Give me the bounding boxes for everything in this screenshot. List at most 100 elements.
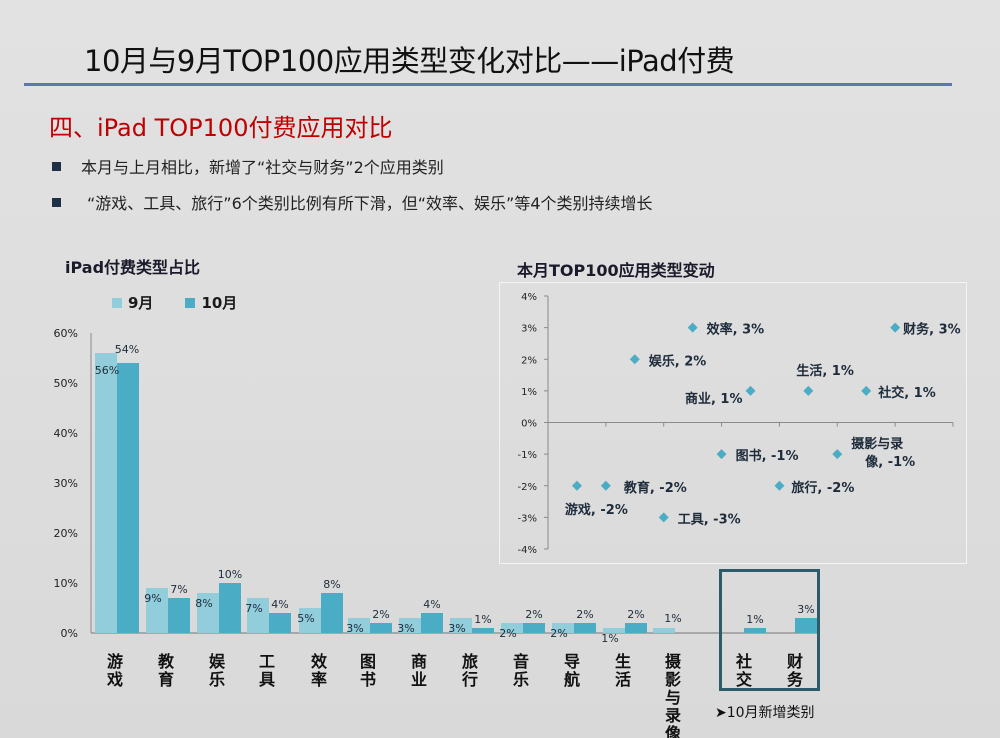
scatter-point-marker — [687, 322, 698, 333]
category-label: 乐 — [513, 670, 529, 689]
bar-sep — [603, 628, 625, 633]
category-label: 社 — [735, 652, 752, 671]
bar-label-oct: 2% — [627, 608, 644, 621]
category-label: 航 — [564, 670, 580, 689]
scatter-point-label: 游戏, -2% — [565, 502, 628, 518]
category-label: 行 — [461, 670, 478, 689]
bar-label-oct: 3% — [797, 603, 814, 616]
bar-label-oct: 1% — [746, 613, 763, 626]
scatter-point-label: 娱乐, 2% — [649, 353, 707, 369]
bar-sep — [95, 353, 117, 633]
bar-oct — [523, 623, 545, 633]
bar-oct — [117, 363, 139, 633]
new-categories-box — [719, 569, 820, 691]
bar-sep — [552, 623, 574, 633]
bullet-text: 本月与上月相比，新增了“社交与财务”2个应用类别 — [81, 158, 444, 177]
legend-item-oct: 10月 — [185, 292, 237, 313]
scatter-point-marker — [571, 480, 582, 491]
bar-label-sep: 56% — [95, 364, 119, 377]
category-label: 业 — [411, 670, 427, 689]
category-label: 图 — [360, 652, 376, 671]
bar-label-sep: 5% — [297, 612, 314, 625]
page-title: 10月与9月TOP100应用类型变化对比——iPad付费 — [84, 44, 735, 78]
scatter-point-marker — [658, 512, 669, 523]
legend-label-sep: 9月 — [128, 294, 154, 312]
bar-label-oct: 2% — [372, 608, 389, 621]
bar-sep — [653, 628, 675, 633]
bar-oct — [472, 628, 494, 633]
legend-item-sep: 9月 — [112, 292, 153, 313]
scatter-y-tick-label: 4% — [521, 292, 537, 303]
bar-label-sep: 1% — [601, 632, 618, 645]
scatter-point-label: 社交, 1% — [877, 385, 936, 401]
scatter-point-marker — [774, 480, 785, 491]
bar-sep — [146, 588, 168, 633]
scatter-point-label: 工具, -3% — [678, 512, 741, 527]
y-tick-label: 30% — [54, 477, 78, 490]
square-bullet-icon — [52, 161, 61, 171]
bar-oct — [168, 598, 190, 633]
category-label: 生 — [615, 652, 631, 671]
category-label: 录 — [665, 706, 681, 725]
scatter-point-marker — [745, 385, 756, 396]
bar-sep — [501, 623, 523, 633]
scatter-point-marker — [629, 354, 640, 365]
section-title: 四、iPad TOP100付费应用对比 — [49, 114, 393, 142]
scatter-point-marker — [600, 480, 611, 491]
scatter-y-tick-label: -3% — [518, 513, 537, 524]
category-label: 率 — [311, 670, 327, 689]
category-label: 商 — [411, 652, 427, 671]
legend-swatch-sep — [112, 297, 122, 308]
scatter-point-marker — [890, 322, 901, 333]
bar-oct — [321, 593, 343, 633]
bullet-text: “游戏、工具、旅行”6个类别比例有所下滑，但“效率、娱乐”等4个类别持续增长 — [87, 194, 653, 213]
category-label: 财 — [786, 652, 803, 671]
bar-label-oct: 54% — [115, 343, 139, 356]
bar-label-sep: 3% — [346, 622, 363, 635]
bar-sep — [450, 618, 472, 633]
category-label: 教 — [158, 652, 175, 671]
label-line: 像, -1% — [865, 454, 915, 470]
bar-label-oct: 4% — [423, 598, 440, 611]
bar-label-oct: 4% — [271, 598, 288, 611]
scatter-point-marker — [716, 449, 727, 460]
category-label: 与 — [665, 688, 681, 707]
scatter-y-tick-label: -1% — [518, 450, 537, 461]
legend-swatch-oct — [185, 297, 196, 308]
legend-label-oct: 10月 — [201, 294, 238, 312]
bar-label-oct: 7% — [170, 583, 187, 596]
scatter-y-tick-label: -2% — [518, 482, 537, 493]
bar-label-sep: 2% — [499, 627, 516, 640]
bullet-item: “游戏、工具、旅行”6个类别比例有所下滑，但“效率、娱乐”等4个类别持续增长 — [52, 190, 653, 214]
category-label: 导 — [564, 652, 580, 671]
scatter-point-marker — [832, 449, 843, 460]
scatter-point-marker — [803, 385, 814, 396]
scatter-chart-title: 本月TOP100应用类型变动 — [517, 261, 715, 280]
bar-label-sep: 2% — [550, 627, 567, 640]
bar-label-sep: 1% — [664, 612, 681, 625]
bar-label-sep: 3% — [397, 622, 414, 635]
bar-sep — [348, 618, 370, 633]
category-label: 工 — [259, 652, 275, 671]
category-label: 具 — [259, 670, 275, 689]
category-label: 游 — [107, 652, 123, 671]
bar-label-sep: 8% — [195, 597, 212, 610]
y-tick-label: 60% — [54, 327, 78, 340]
category-label: 活 — [615, 670, 631, 689]
scatter-point-label: 商业, 1% — [685, 391, 743, 407]
category-label: 务 — [787, 670, 804, 689]
bar-label-oct: 10% — [218, 568, 242, 581]
bar-oct — [744, 628, 766, 633]
bar-label-sep: 7% — [245, 602, 262, 615]
new-categories-note: ➤10月新增类别 — [715, 705, 815, 721]
bar-label-sep: 3% — [448, 622, 465, 635]
scatter-point-label: 财务, 3% — [903, 322, 961, 338]
category-label: 影 — [665, 670, 681, 689]
scatter-point-marker — [861, 385, 872, 396]
category-label: 娱 — [209, 652, 226, 671]
scatter-chart-frame — [499, 282, 967, 564]
scatter-point-label: 生活, 1% — [796, 363, 854, 379]
bar-sep — [247, 598, 269, 633]
bar-label-oct: 8% — [323, 578, 340, 591]
